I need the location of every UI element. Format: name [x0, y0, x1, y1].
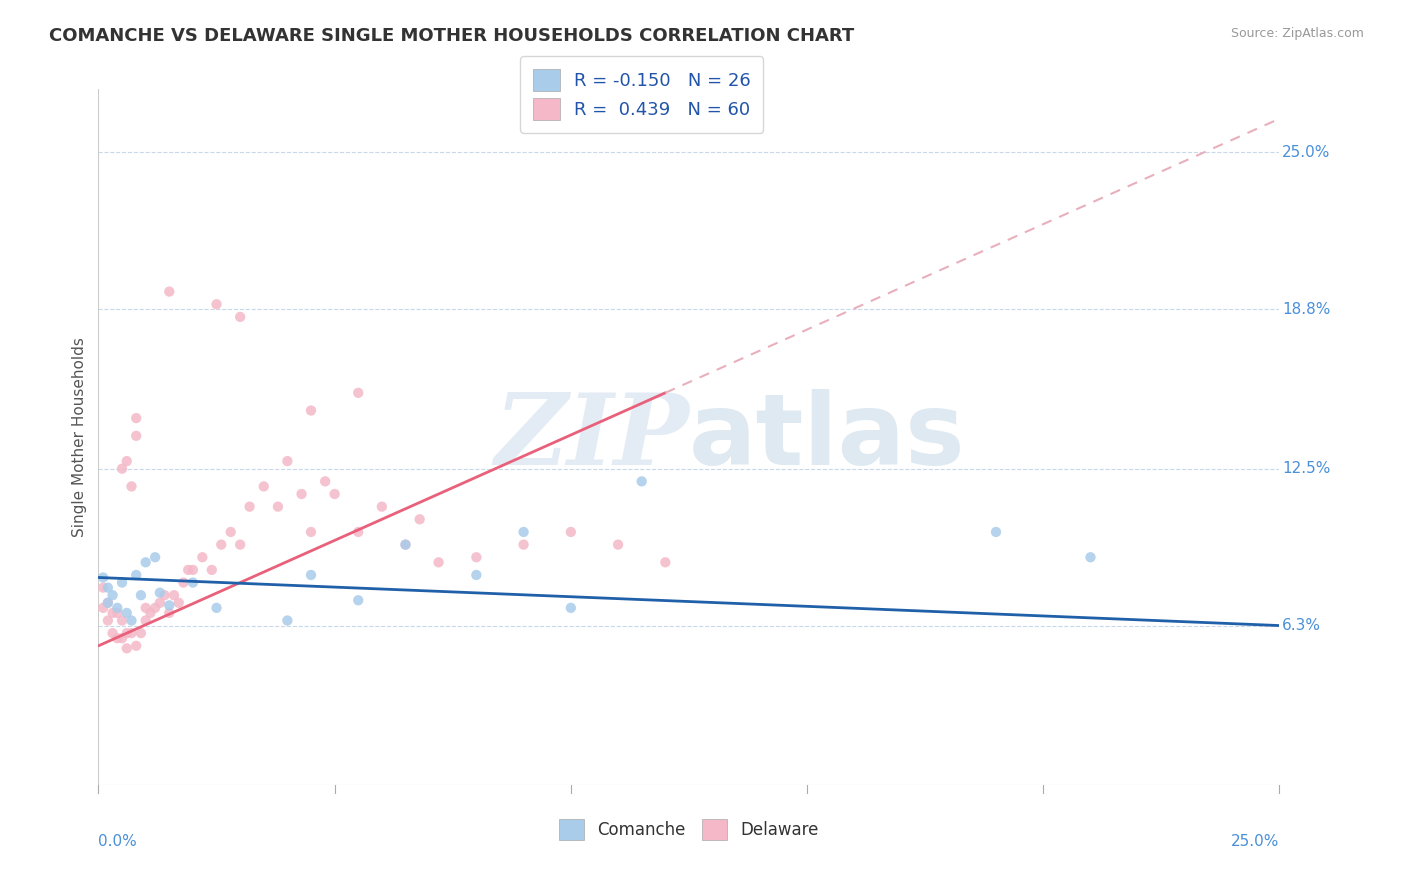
Point — [427, 555, 450, 569]
Point — [91, 570, 114, 584]
Point — [290, 487, 312, 501]
Point — [229, 310, 252, 324]
Point — [105, 631, 128, 645]
Text: 6.3%: 6.3% — [1282, 618, 1320, 633]
Point — [512, 524, 534, 539]
Text: atlas: atlas — [689, 389, 966, 485]
Point — [135, 614, 157, 628]
Text: 18.8%: 18.8% — [1282, 301, 1330, 317]
Text: 0.0%: 0.0% — [98, 834, 138, 848]
Point — [121, 626, 143, 640]
Point — [276, 454, 298, 468]
Point — [139, 606, 162, 620]
Point — [177, 563, 200, 577]
Point — [129, 588, 152, 602]
Point — [347, 524, 370, 539]
Point — [149, 596, 172, 610]
Point — [630, 475, 652, 489]
Point — [125, 411, 148, 425]
Point — [101, 588, 124, 602]
Point — [115, 641, 138, 656]
Point — [371, 500, 394, 514]
Point — [157, 599, 180, 613]
Point — [167, 596, 190, 610]
Point — [172, 575, 194, 590]
Point — [135, 555, 157, 569]
Point — [253, 479, 276, 493]
Point — [465, 550, 488, 565]
Point — [654, 555, 676, 569]
Point — [157, 285, 180, 299]
Point — [115, 606, 138, 620]
Point — [239, 500, 262, 514]
Point — [299, 568, 322, 582]
Point — [163, 588, 186, 602]
Point — [191, 550, 214, 565]
Point — [105, 600, 128, 615]
Point — [323, 487, 346, 501]
Point — [465, 568, 488, 582]
Point — [299, 524, 322, 539]
Point — [219, 524, 242, 539]
Point — [229, 538, 252, 552]
Point — [111, 575, 134, 590]
Point — [149, 585, 172, 599]
Point — [143, 550, 166, 565]
Point — [299, 403, 322, 417]
Point — [205, 600, 228, 615]
Point — [115, 454, 138, 468]
Point — [394, 538, 416, 552]
Text: COMANCHE VS DELAWARE SINGLE MOTHER HOUSEHOLDS CORRELATION CHART: COMANCHE VS DELAWARE SINGLE MOTHER HOUSE… — [49, 27, 855, 45]
Point — [111, 461, 134, 475]
Point — [97, 614, 120, 628]
Point — [97, 596, 120, 610]
Text: ZIP: ZIP — [494, 389, 689, 485]
Point — [984, 524, 1007, 539]
Point — [157, 606, 180, 620]
Point — [105, 606, 128, 620]
Point — [314, 475, 336, 489]
Point — [101, 606, 124, 620]
Point — [97, 596, 120, 610]
Text: Source: ZipAtlas.com: Source: ZipAtlas.com — [1230, 27, 1364, 40]
Point — [125, 429, 148, 443]
Point — [125, 568, 148, 582]
Point — [205, 297, 228, 311]
Text: 12.5%: 12.5% — [1282, 461, 1330, 476]
Point — [91, 581, 114, 595]
Point — [1080, 550, 1102, 565]
Point — [560, 524, 582, 539]
Point — [135, 600, 157, 615]
Point — [394, 538, 416, 552]
Point — [408, 512, 430, 526]
Point — [121, 614, 143, 628]
Point — [91, 600, 114, 615]
Point — [181, 575, 204, 590]
Point — [347, 385, 370, 400]
Point — [129, 626, 152, 640]
Point — [209, 538, 232, 552]
Point — [143, 600, 166, 615]
Point — [121, 479, 143, 493]
Point — [512, 538, 534, 552]
Point — [560, 600, 582, 615]
Point — [607, 538, 630, 552]
Point — [115, 626, 138, 640]
Text: 25.0%: 25.0% — [1282, 145, 1330, 160]
Text: 25.0%: 25.0% — [1232, 834, 1279, 848]
Point — [101, 626, 124, 640]
Legend: Comanche, Delaware: Comanche, Delaware — [553, 813, 825, 847]
Point — [97, 581, 120, 595]
Point — [201, 563, 224, 577]
Point — [111, 614, 134, 628]
Point — [111, 631, 134, 645]
Y-axis label: Single Mother Households: Single Mother Households — [72, 337, 87, 537]
Point — [347, 593, 370, 607]
Point — [153, 588, 176, 602]
Point — [267, 500, 290, 514]
Point — [181, 563, 204, 577]
Point — [276, 614, 298, 628]
Point — [125, 639, 148, 653]
